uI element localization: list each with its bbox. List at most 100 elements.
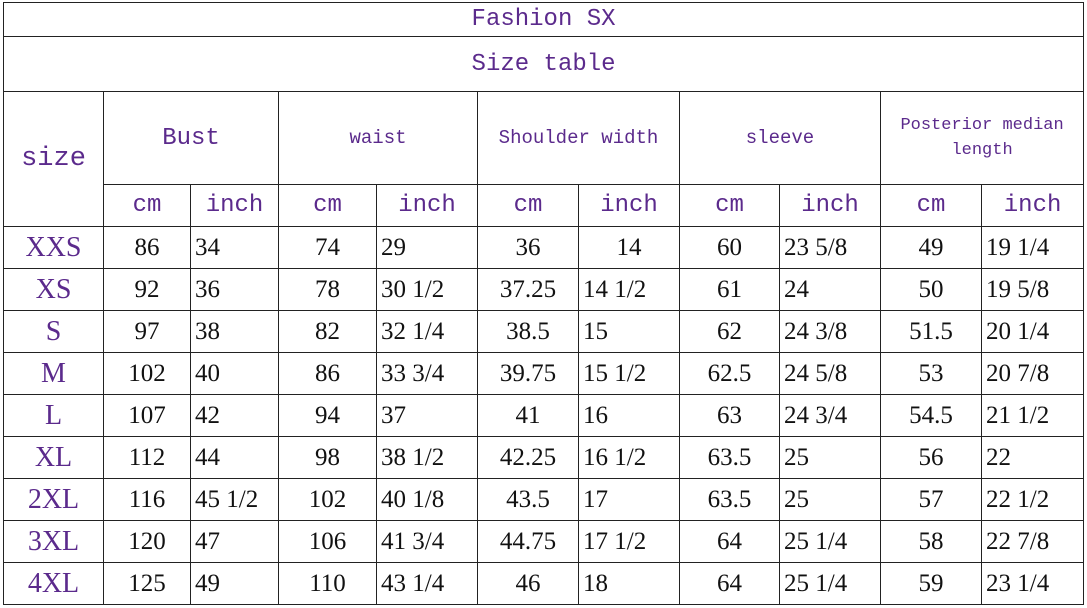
cell-sleeve-in: 23 5/8 — [779, 226, 881, 269]
cell-length-in: 19 5/8 — [980, 268, 1085, 311]
cell-shoulder-in: 16 — [578, 394, 680, 437]
cell-shoulder-in: 15 — [578, 310, 680, 353]
cell-length-in: 22 7/8 — [980, 520, 1085, 563]
cell-shoulder-in: 17 — [578, 478, 680, 521]
cell-waist-in: 43 1/4 — [376, 562, 478, 605]
table-row: XS 92 36 78 30 1/2 37.25 14 1/2 61 24 50 19 5/8 — [3, 268, 1085, 311]
header-posterior-median-length: Posterior median length — [879, 91, 1085, 185]
table-title: Fashion SX — [2, 2, 1085, 37]
size-label: XXS — [3, 226, 104, 269]
cell-waist-in: 32 1/4 — [376, 310, 478, 353]
cell-waist-cm: 98 — [278, 436, 377, 479]
cell-length-in: 19 1/4 — [980, 226, 1085, 269]
cell-length-in: 22 1/2 — [980, 478, 1085, 521]
unit-inch: inch — [190, 184, 279, 227]
cell-sleeve-in: 25 1/4 — [779, 562, 881, 605]
cell-bust-cm: 86 — [103, 226, 191, 269]
size-label: XL — [3, 436, 104, 479]
table-row: 3XL 120 47 106 41 3/4 44.75 17 1/2 64 25 1/4 58 22… — [3, 520, 1085, 563]
cell-length-cm: 49 — [880, 226, 982, 269]
cell-sleeve-cm: 62 — [679, 310, 780, 353]
cell-shoulder-cm: 46 — [477, 562, 579, 605]
cell-sleeve-in: 24 5/8 — [779, 352, 881, 395]
table-row: L 107 42 94 37 41 16 63 24 3/4 54.5 21 1/2 — [3, 394, 1085, 437]
cell-shoulder-cm: 41 — [477, 394, 579, 437]
cell-length-cm: 51.5 — [880, 310, 982, 353]
cell-length-cm: 53 — [880, 352, 982, 395]
cell-length-cm: 59 — [880, 562, 982, 605]
cell-shoulder-cm: 38.5 — [477, 310, 579, 353]
cell-shoulder-cm: 36 — [477, 226, 579, 269]
header-shoulder-width: Shoulder width — [477, 91, 680, 185]
size-label: S — [3, 310, 104, 353]
cell-length-in: 20 1/4 — [980, 310, 1085, 353]
size-label: XS — [3, 268, 104, 311]
cell-shoulder-in: 16 1/2 — [578, 436, 680, 479]
cell-bust-in: 40 — [190, 352, 279, 395]
size-label: 2XL — [3, 478, 104, 521]
unit-cm: cm — [103, 184, 191, 227]
cell-sleeve-cm: 61 — [679, 268, 780, 311]
cell-length-in: 21 1/2 — [980, 394, 1085, 437]
cell-sleeve-cm: 63 — [679, 394, 780, 437]
cell-sleeve-cm: 63.5 — [679, 436, 780, 479]
cell-waist-cm: 86 — [278, 352, 377, 395]
unit-inch: inch — [376, 184, 478, 227]
cell-bust-cm: 107 — [103, 394, 191, 437]
cell-waist-in: 38 1/2 — [376, 436, 478, 479]
cell-length-in: 23 1/4 — [980, 562, 1085, 605]
unit-cm: cm — [477, 184, 579, 227]
size-label: 3XL — [3, 520, 104, 563]
table-subtitle: Size table — [2, 36, 1085, 92]
table-row: 2XL 116 45 1/2 102 40 1/8 43.5 17 63.5 25 57 22 1/… — [3, 478, 1085, 521]
cell-bust-in: 45 1/2 — [190, 478, 279, 521]
cell-shoulder-cm: 43.5 — [477, 478, 579, 521]
cell-bust-in: 42 — [190, 394, 279, 437]
table-row: XXS 86 34 74 29 36 14 60 23 5/8 49 19 1/4 — [3, 226, 1085, 269]
cell-bust-cm: 97 — [103, 310, 191, 353]
unit-inch: inch — [779, 184, 881, 227]
unit-cm: cm — [278, 184, 377, 227]
table-row: 4XL 125 49 110 43 1/4 46 18 64 25 1/4 59 23 1/4 — [3, 562, 1085, 605]
cell-shoulder-cm: 37.25 — [477, 268, 579, 311]
cell-bust-cm: 92 — [103, 268, 191, 311]
cell-shoulder-in: 14 1/2 — [578, 268, 680, 311]
cell-waist-in: 37 — [376, 394, 478, 437]
cell-bust-in: 36 — [190, 268, 279, 311]
unit-cm: cm — [679, 184, 780, 227]
cell-shoulder-in: 17 1/2 — [578, 520, 680, 563]
header-waist: waist — [278, 91, 478, 185]
unit-inch: inch — [980, 184, 1085, 227]
cell-waist-in: 33 3/4 — [376, 352, 478, 395]
cell-bust-in: 49 — [190, 562, 279, 605]
cell-shoulder-in: 14 — [578, 226, 680, 269]
cell-bust-cm: 125 — [103, 562, 191, 605]
cell-shoulder-in: 18 — [578, 562, 680, 605]
size-label: L — [3, 394, 104, 437]
size-label: 4XL — [3, 562, 104, 605]
size-label: M — [3, 352, 104, 395]
header-bust: Bust — [103, 91, 279, 185]
cell-sleeve-cm: 64 — [679, 520, 780, 563]
cell-sleeve-cm: 60 — [679, 226, 780, 269]
cell-shoulder-cm: 42.25 — [477, 436, 579, 479]
cell-length-cm: 56 — [880, 436, 982, 479]
cell-bust-cm: 102 — [103, 352, 191, 395]
cell-length-cm: 50 — [880, 268, 982, 311]
cell-waist-in: 29 — [376, 226, 478, 269]
cell-waist-cm: 102 — [278, 478, 377, 521]
cell-sleeve-in: 25 1/4 — [779, 520, 881, 563]
cell-waist-cm: 110 — [278, 562, 377, 605]
cell-shoulder-cm: 39.75 — [477, 352, 579, 395]
cell-shoulder-in: 15 1/2 — [578, 352, 680, 395]
cell-sleeve-in: 24 3/8 — [779, 310, 881, 353]
cell-waist-in: 30 1/2 — [376, 268, 478, 311]
cell-waist-cm: 106 — [278, 520, 377, 563]
cell-shoulder-cm: 44.75 — [477, 520, 579, 563]
cell-sleeve-cm: 64 — [679, 562, 780, 605]
cell-waist-cm: 74 — [278, 226, 377, 269]
cell-length-cm: 58 — [880, 520, 982, 563]
cell-sleeve-in: 24 3/4 — [779, 394, 881, 437]
cell-length-in: 22 — [980, 436, 1085, 479]
